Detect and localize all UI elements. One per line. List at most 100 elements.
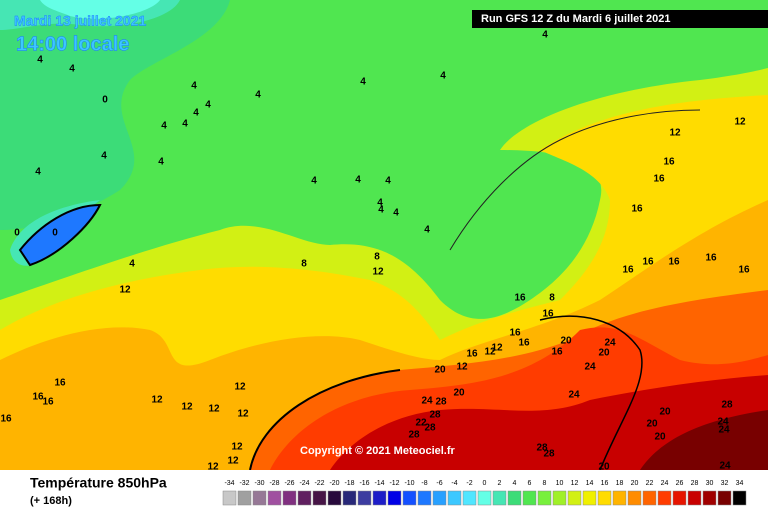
contour-label: 4 <box>191 81 197 92</box>
contour-label: 28 <box>429 410 441 421</box>
scale-swatch <box>297 490 312 506</box>
field-0 <box>40 0 160 19</box>
contour-label: 8 <box>301 259 307 270</box>
contour-label: 4 <box>393 208 399 219</box>
contour-label: 16 <box>514 293 526 304</box>
scale-label: 18 <box>616 480 624 487</box>
contour-label: 20 <box>560 336 572 347</box>
contour-label: 12 <box>231 442 243 453</box>
scale-swatch <box>417 490 432 506</box>
contour-label: 12 <box>734 117 746 128</box>
scale-swatch <box>267 490 282 506</box>
scale-label: 4 <box>513 480 517 487</box>
scale-label: 28 <box>691 480 699 487</box>
contour-label: 0 <box>52 228 58 239</box>
contour-label: 22 <box>415 418 427 429</box>
scale-swatch <box>492 490 507 506</box>
contour-label: 16 <box>631 204 643 215</box>
contour-label: 20 <box>453 388 465 399</box>
scale-swatch <box>312 490 327 506</box>
contour-label: 16 <box>0 414 12 425</box>
contour-label: 16 <box>509 328 521 339</box>
scale-swatch <box>522 490 537 506</box>
scale-swatch <box>477 490 492 506</box>
contour-label: 12 <box>207 462 219 473</box>
run-info: Run GFS 12 Z du Mardi 6 juillet 2021 <box>481 13 671 25</box>
scale-label: 8 <box>543 480 547 487</box>
run-box <box>472 10 768 28</box>
contour-label: 16 <box>738 265 750 276</box>
contour-label: 16 <box>518 338 530 349</box>
contour-label: 24 <box>568 390 580 401</box>
scale-label: -16 <box>359 480 369 487</box>
scale-swatch <box>597 490 612 506</box>
scale-label: -12 <box>389 480 399 487</box>
field-4 <box>0 0 230 230</box>
scale-swatch <box>657 490 672 506</box>
scale-swatch <box>717 490 732 506</box>
scale-label: 32 <box>721 480 729 487</box>
scale-label: 12 <box>571 480 579 487</box>
contour-label: 0 <box>102 95 108 106</box>
scale-label: -26 <box>284 480 294 487</box>
contour-label: 28 <box>408 430 420 441</box>
contour-label: 16 <box>622 265 634 276</box>
valid-time: 14:00 locale <box>16 33 129 55</box>
contour-label: 28 <box>536 443 548 454</box>
scale-label: -8 <box>421 480 427 487</box>
contour-label: 16 <box>466 349 478 360</box>
scale-swatch <box>732 490 747 506</box>
contour-label: 4 <box>440 71 446 82</box>
scale-label: 16 <box>601 480 609 487</box>
scale-swatch <box>687 490 702 506</box>
scale-swatch <box>702 490 717 506</box>
scale-swatch <box>567 490 582 506</box>
copyright: Copyright © 2021 Meteociel.fr <box>300 445 456 457</box>
contour-label: 12 <box>227 456 239 467</box>
contour-label: 4 <box>161 121 167 132</box>
scale-label: -28 <box>269 480 279 487</box>
contour-label: 20 <box>646 419 658 430</box>
valid-date: Mardi 13 juillet 2021 <box>14 13 146 29</box>
scale-label: 10 <box>556 480 564 487</box>
scale-swatch <box>252 490 267 506</box>
contour-label: 16 <box>663 157 675 168</box>
scale-swatch <box>342 490 357 506</box>
contour-label: 12 <box>181 402 193 413</box>
contour-label: 16 <box>42 397 54 408</box>
contour-label: 4 <box>311 176 317 187</box>
contour-label: 4 <box>182 119 188 130</box>
contour-label: 4 <box>377 198 383 209</box>
contour-label: 12 <box>119 285 131 296</box>
scale-label: -22 <box>314 480 324 487</box>
contour-label: 4 <box>424 225 430 236</box>
field-32 <box>640 410 768 470</box>
contour-label: 16 <box>642 257 654 268</box>
coastline <box>449 109 701 251</box>
scale-swatch <box>627 490 642 506</box>
contour-label: 4 <box>385 176 391 187</box>
field-28 <box>330 375 768 470</box>
contour-label: 4 <box>355 175 361 186</box>
scale-label: -14 <box>374 480 384 487</box>
contour-label: 20 <box>434 365 446 376</box>
contour-label: 12 <box>234 382 246 393</box>
scale-swatch <box>282 490 297 506</box>
contour-label: 12 <box>237 409 249 420</box>
contour-label: 24 <box>584 362 596 373</box>
scale-label: -34 <box>224 480 234 487</box>
contour-label: 4 <box>101 151 107 162</box>
scale-label: 22 <box>646 480 654 487</box>
scale-swatch <box>237 490 252 506</box>
scale-swatch <box>402 490 417 506</box>
contour-label: 12 <box>208 404 220 415</box>
scale-label: 6 <box>528 480 532 487</box>
contour-label: 28 <box>721 400 733 411</box>
scale-label: 14 <box>586 480 594 487</box>
scale-swatch <box>612 490 627 506</box>
scale-swatch <box>507 490 522 506</box>
scale-swatch <box>447 490 462 506</box>
footer-title: Température 850hPa <box>30 475 167 491</box>
